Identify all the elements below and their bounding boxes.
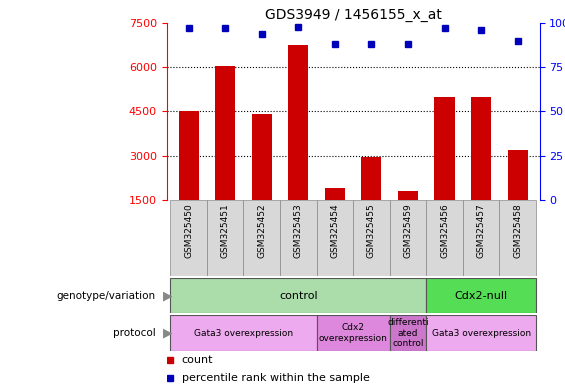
Bar — [288, 45, 308, 244]
Bar — [499, 200, 536, 276]
Bar — [251, 114, 272, 244]
Text: GSM325454: GSM325454 — [331, 204, 340, 258]
Text: percentile rank within the sample: percentile rank within the sample — [181, 373, 370, 383]
Text: ▶: ▶ — [163, 289, 172, 302]
Text: ▶: ▶ — [163, 327, 172, 339]
Bar — [215, 66, 235, 244]
Text: GSM325450: GSM325450 — [184, 204, 193, 258]
Text: GSM325451: GSM325451 — [221, 204, 229, 258]
Bar — [390, 200, 426, 276]
Text: protocol: protocol — [112, 328, 155, 338]
Bar — [398, 191, 418, 244]
Text: genotype/variation: genotype/variation — [56, 291, 155, 301]
Bar — [426, 200, 463, 276]
Bar — [390, 315, 426, 351]
Text: GSM325456: GSM325456 — [440, 204, 449, 258]
Text: GSM325453: GSM325453 — [294, 204, 303, 258]
Bar — [471, 97, 491, 244]
Bar — [434, 97, 455, 244]
Bar — [463, 200, 499, 276]
Bar — [170, 278, 426, 313]
Bar — [353, 200, 390, 276]
Text: Gata3 overexpression: Gata3 overexpression — [194, 329, 293, 338]
Text: count: count — [181, 355, 213, 366]
Bar — [170, 200, 207, 276]
Title: GDS3949 / 1456155_x_at: GDS3949 / 1456155_x_at — [264, 8, 442, 22]
Bar — [316, 315, 390, 351]
Text: differenti
ated
control: differenti ated control — [387, 318, 429, 348]
Text: control: control — [279, 291, 318, 301]
Bar — [507, 150, 528, 244]
Bar — [426, 278, 536, 313]
Text: GSM325455: GSM325455 — [367, 204, 376, 258]
Text: GSM325458: GSM325458 — [513, 204, 522, 258]
Bar — [362, 157, 381, 244]
Text: Gata3 overexpression: Gata3 overexpression — [432, 329, 531, 338]
Text: GSM325457: GSM325457 — [477, 204, 485, 258]
Bar — [426, 315, 536, 351]
Text: Cdx2
overexpression: Cdx2 overexpression — [319, 323, 388, 343]
Bar — [179, 111, 199, 244]
Text: Cdx2-null: Cdx2-null — [454, 291, 507, 301]
Bar — [316, 200, 353, 276]
Bar — [207, 200, 244, 276]
Text: GSM325459: GSM325459 — [403, 204, 412, 258]
Bar — [280, 200, 316, 276]
Bar — [244, 200, 280, 276]
Bar — [325, 188, 345, 244]
Text: GSM325452: GSM325452 — [257, 204, 266, 258]
Bar — [170, 315, 316, 351]
